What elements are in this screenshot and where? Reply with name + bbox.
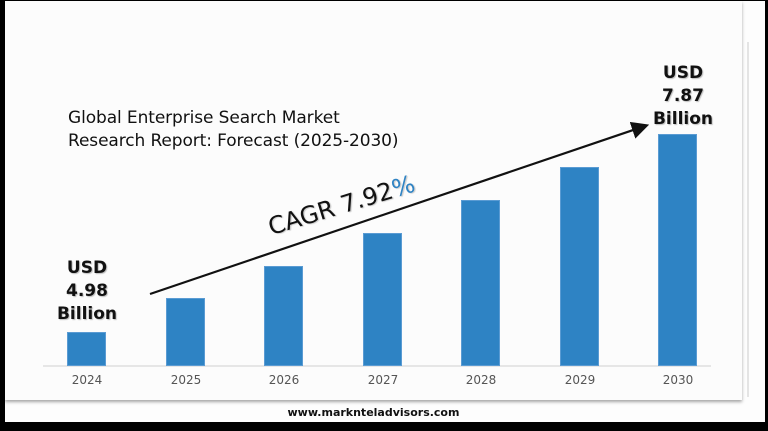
- callout-value: 7.87: [662, 86, 704, 106]
- x-label-2030: 2030: [662, 373, 694, 387]
- x-label-2029: 2029: [564, 373, 596, 387]
- bar-2025: [166, 298, 205, 366]
- title-line-1: Global Enterprise Search Market: [68, 108, 340, 128]
- end-value-callout: USD 7.87 Billion: [641, 62, 725, 131]
- right-divider: [747, 42, 749, 397]
- trend-arrow-icon: [149, 121, 650, 296]
- x-label-2025: 2025: [170, 373, 202, 387]
- callout-unit: Billion: [652, 109, 714, 129]
- callout-value: 4.98: [66, 281, 108, 301]
- chart-title: Global Enterprise Search Market Research…: [68, 107, 399, 153]
- callout-unit: Billion: [56, 304, 118, 324]
- bar-2026: [264, 266, 303, 366]
- x-label-2024: 2024: [71, 373, 103, 387]
- x-axis-baseline: [43, 365, 711, 367]
- bar-2028: [461, 200, 500, 366]
- start-value-callout: USD 4.98 Billion: [51, 257, 123, 326]
- callout-currency: USD: [662, 63, 704, 83]
- title-line-2: Research Report: Forecast (2025-2030): [68, 131, 399, 151]
- bar-2024: [67, 332, 106, 366]
- bar-2029: [560, 167, 599, 366]
- bar-2027: [363, 233, 402, 366]
- x-label-2028: 2028: [465, 373, 497, 387]
- x-label-2027: 2027: [367, 373, 399, 387]
- bar-2030: [658, 134, 697, 366]
- footer-website: www.marknteladvisors.com: [287, 406, 460, 419]
- x-label-2026: 2026: [268, 373, 300, 387]
- chart-frame: Global Enterprise Search Market Research…: [5, 1, 765, 422]
- callout-currency: USD: [66, 258, 108, 278]
